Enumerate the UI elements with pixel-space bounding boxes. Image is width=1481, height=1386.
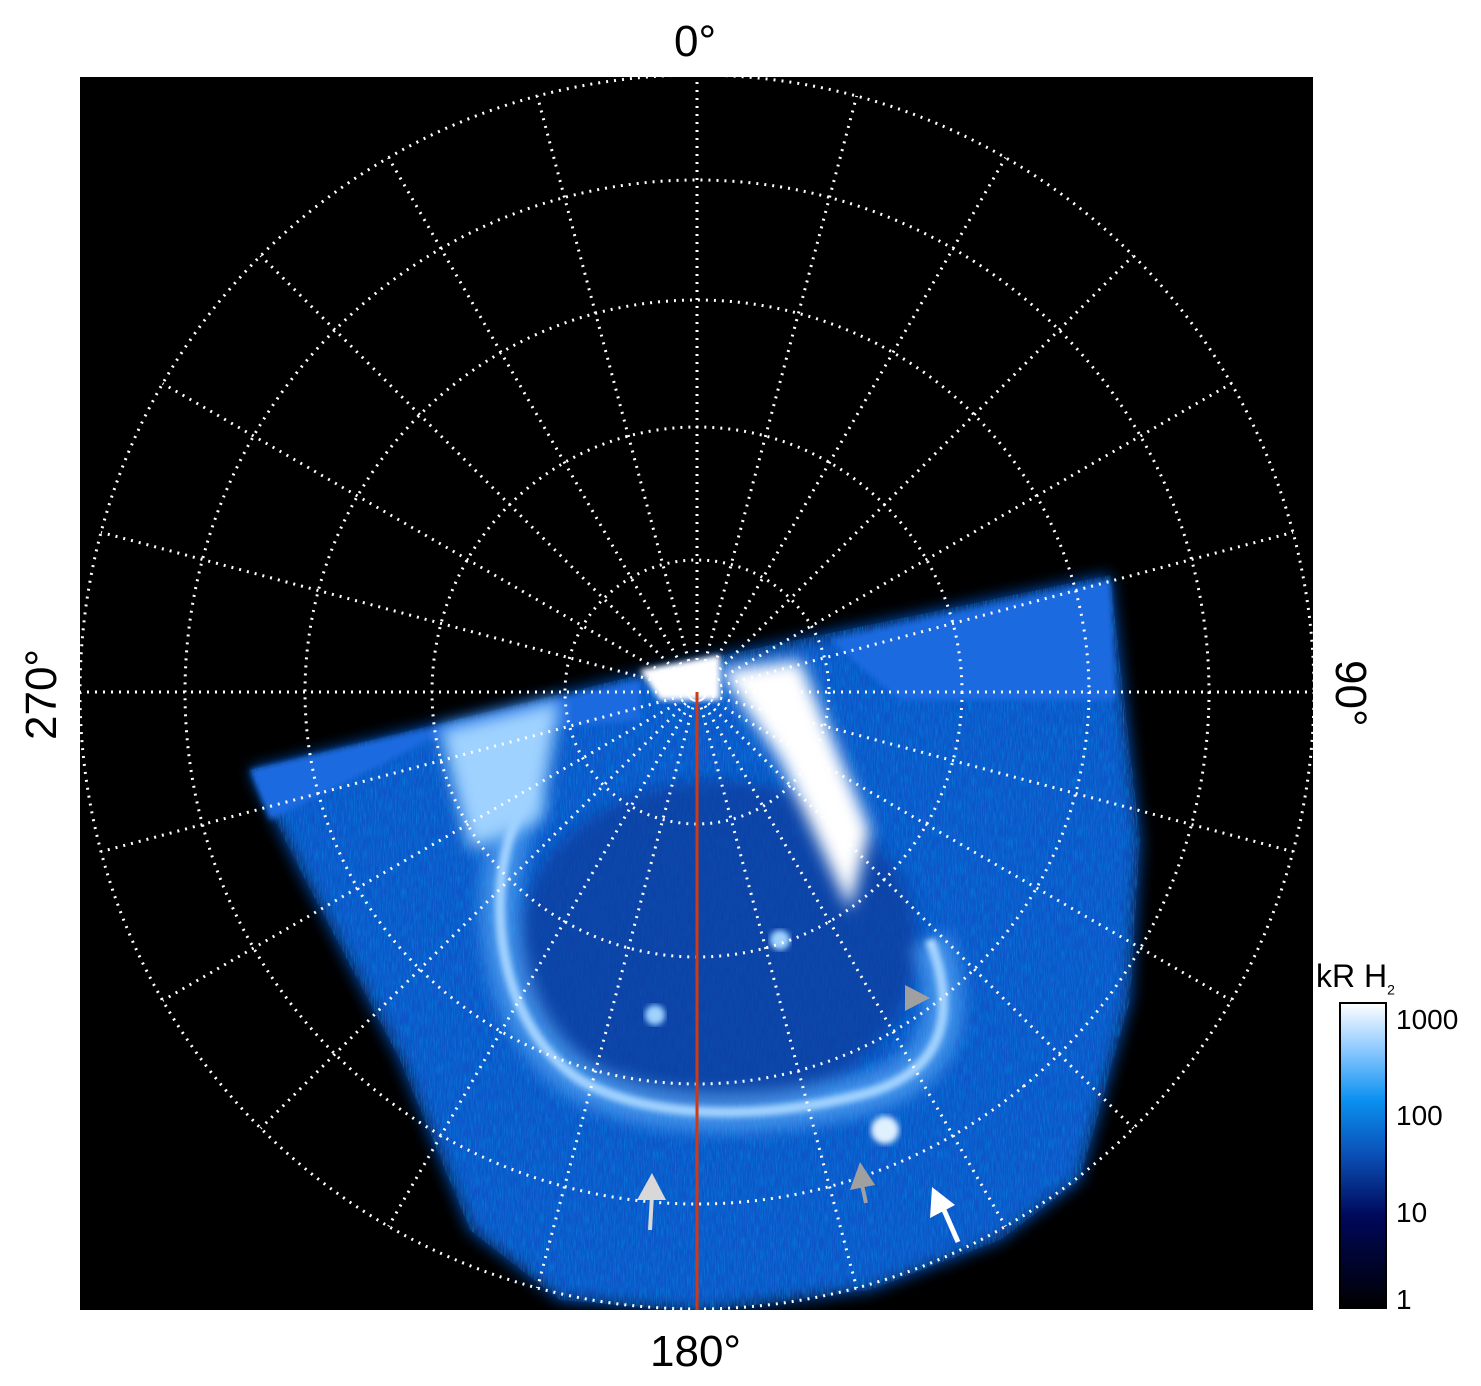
arrow	[850, 1162, 875, 1204]
label-180deg: 180°	[650, 1327, 742, 1376]
arrow	[905, 985, 930, 1011]
colorbar	[1339, 1002, 1387, 1309]
colorbar-tick: 1000	[1396, 1004, 1459, 1035]
spot	[871, 1116, 899, 1144]
label-90deg: 90°	[1326, 660, 1375, 727]
dusk-streaks	[830, 580, 1115, 700]
aurora-emission	[80, 77, 1313, 1310]
colorbar-title-subscript: 2	[1387, 981, 1395, 998]
spot	[645, 1005, 665, 1025]
colorbar-tick: 1	[1396, 1284, 1412, 1315]
latitude-ring	[563, 558, 831, 826]
colorbar-tick: 10	[1396, 1197, 1428, 1228]
dawn-bright	[440, 700, 560, 850]
colorbar-title: kR H2	[1316, 958, 1395, 997]
spot	[770, 930, 790, 950]
pole-bright	[640, 655, 720, 700]
colorbar-title-text: kR H	[1316, 958, 1388, 994]
label-270deg: 270°	[17, 648, 66, 740]
main-oval-glow	[480, 779, 964, 1133]
arrow	[930, 1187, 961, 1244]
arrow	[637, 1173, 666, 1231]
label-0deg: 0°	[674, 17, 717, 66]
polar-cap	[518, 780, 918, 1110]
bright-arc	[720, 660, 870, 910]
colorbar-tick: 100	[1396, 1100, 1443, 1131]
